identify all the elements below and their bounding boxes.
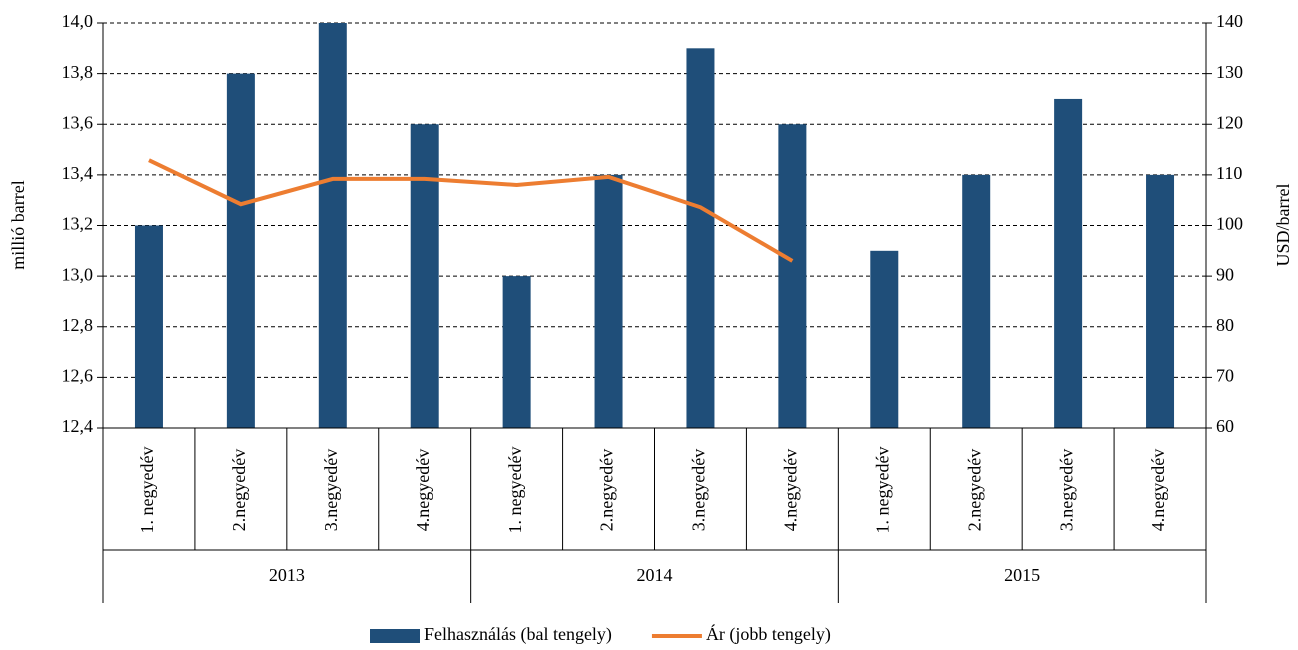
bar bbox=[870, 250, 899, 428]
legend-label: Felhasználás (bal tengely) bbox=[424, 624, 612, 645]
x-tick-label: 2.negyedév bbox=[964, 449, 984, 531]
y2-axis-label: USD/barrel bbox=[1273, 184, 1293, 267]
group-label: 2013 bbox=[269, 565, 305, 585]
y-tick-label: 13,2 bbox=[62, 214, 94, 234]
x-tick-label: 4.negyedév bbox=[413, 449, 433, 531]
y2-tick-label: 100 bbox=[1216, 214, 1243, 234]
bar bbox=[594, 174, 623, 428]
x-tick-label: 3.negyedév bbox=[689, 449, 709, 531]
line bbox=[148, 158, 794, 263]
y-tick-label: 12,6 bbox=[62, 366, 94, 386]
bar bbox=[1146, 174, 1175, 428]
x-tick-label: 1. negyedév bbox=[872, 447, 892, 534]
y-tick-label: 13,0 bbox=[62, 264, 94, 284]
group-label: 2014 bbox=[637, 565, 673, 585]
x-tick-label: 2.negyedév bbox=[597, 449, 617, 531]
y2-tick-label: 70 bbox=[1216, 366, 1234, 386]
y2-tick-label: 130 bbox=[1216, 62, 1243, 82]
bar bbox=[318, 23, 347, 428]
y2-tick-label: 90 bbox=[1216, 264, 1234, 284]
y2-tick-label: 60 bbox=[1216, 416, 1234, 436]
y2-tick-label: 120 bbox=[1216, 112, 1243, 132]
x-tick-label: 3.negyedév bbox=[1056, 449, 1076, 531]
legend-label: Ár (jobb tengely) bbox=[706, 623, 831, 645]
x-tick-label: 1. negyedév bbox=[137, 447, 157, 534]
y-axis-label: millió barrel bbox=[8, 180, 28, 269]
y-tick-label: 12,8 bbox=[62, 315, 94, 335]
bar bbox=[962, 174, 991, 428]
y-tick-label: 14,0 bbox=[62, 11, 94, 31]
bar bbox=[1054, 98, 1083, 428]
bar bbox=[502, 276, 531, 428]
y2-tick-label: 110 bbox=[1216, 163, 1242, 183]
bar bbox=[410, 124, 439, 428]
y-tick-label: 13,8 bbox=[62, 62, 94, 82]
y2-tick-label: 80 bbox=[1216, 315, 1234, 335]
group-label: 2015 bbox=[1004, 565, 1040, 585]
bar bbox=[226, 73, 255, 428]
x-tick-label: 4.negyedév bbox=[781, 449, 801, 531]
x-tick-label: 2.negyedév bbox=[229, 449, 249, 531]
y-tick-label: 12,4 bbox=[62, 416, 94, 436]
y-tick-label: 13,4 bbox=[62, 163, 94, 183]
bar bbox=[686, 48, 715, 428]
y2-tick-label: 140 bbox=[1216, 11, 1243, 31]
y-tick-label: 13,6 bbox=[62, 112, 94, 132]
x-tick-label: 1. negyedév bbox=[505, 447, 525, 534]
legend-swatch bbox=[370, 629, 420, 643]
bar bbox=[134, 225, 163, 428]
x-tick-label: 3.negyedév bbox=[321, 449, 341, 531]
bar bbox=[778, 124, 807, 428]
x-tick-label: 4.negyedév bbox=[1148, 449, 1168, 531]
